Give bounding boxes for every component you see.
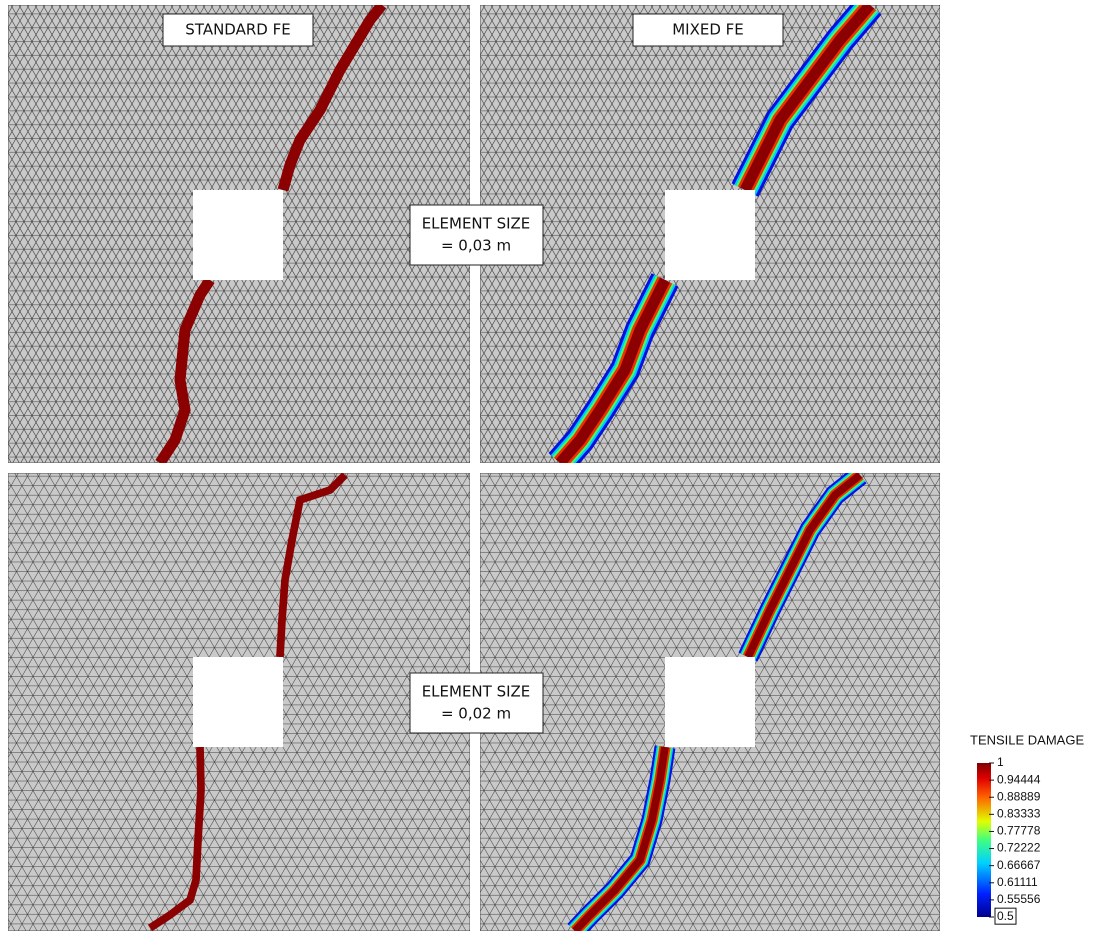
panel [480,5,940,463]
size-box [409,204,544,266]
colorbar-tick-label: 0.83333 [997,807,1041,821]
size-box [409,672,544,734]
panel [480,473,940,931]
colorbar-tick-label: 0.61111 [997,875,1038,889]
colorbar-tick-label: 0.66667 [997,858,1041,872]
panel-label: MIXED FE [672,21,744,39]
colorbar [977,763,991,917]
colorbar-tick-label: 0.88889 [997,789,1041,803]
size-label: = 0,02 m [441,705,511,723]
crack [155,276,215,463]
size-label: = 0,03 m [441,237,511,255]
size-label: ELEMENT SIZE [422,683,531,701]
panel [8,473,470,931]
tick-box [994,907,1017,925]
hole [193,657,283,747]
panel-label: STANDARD FE [185,21,290,39]
panel [8,5,470,463]
hole [665,657,755,747]
crack [744,473,863,659]
colorbar-tick-label: 0.55556 [997,892,1041,906]
colorbar-title: TENSILE DAMAGE [970,732,1084,747]
crack [276,473,348,658]
panels [8,5,940,931]
hole [665,190,755,280]
colorbar-tick-label: 0.94444 [997,772,1041,786]
crack [572,746,669,931]
size-label: ELEMENT SIZE [422,215,531,233]
hole [193,190,283,280]
crack [147,746,205,931]
crack [740,5,875,193]
colorbar-tick-label: 0.72222 [997,841,1041,855]
colorbar-tick-label: 0.77778 [997,824,1041,838]
label-box [162,13,314,47]
crack [555,277,670,463]
label-box [632,13,784,47]
crack [277,5,387,192]
colorbar-tick-label: 1 [997,755,1004,769]
colorbar-ticks: 1 0.94444 0.88889 0.83333 0.77778 0.72222 0.66… [989,755,1041,925]
colorbar-tick-label: 0.5 [997,909,1014,923]
